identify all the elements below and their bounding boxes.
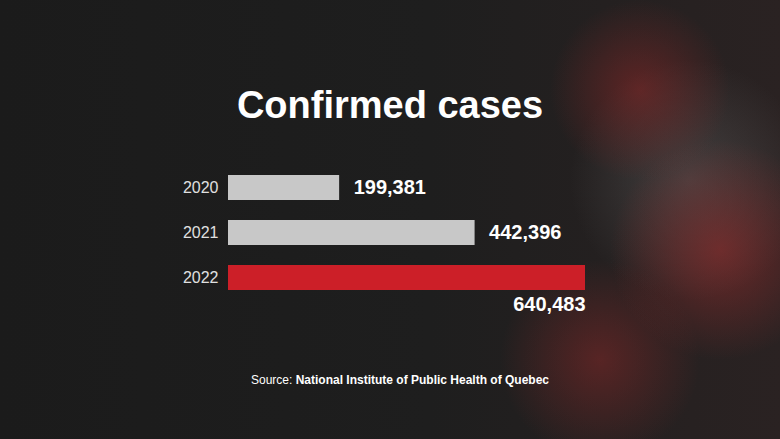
- svg-text:2020: 2020: [183, 179, 219, 196]
- html-text:Source: National Institute of: Source: National Institute of Public Hea…: [251, 373, 549, 387]
- svg-text:2021: 2021: [183, 224, 219, 241]
- svg-text:199,381: 199,381: [354, 176, 426, 198]
- svg-text:442,396: 442,396: [489, 221, 561, 243]
- svg-text:640,483: 640,483: [513, 293, 585, 315]
- html-text:Confirmed cases: Confirmed cases: [236, 84, 544, 126]
- svg-text:2022: 2022: [183, 269, 219, 286]
